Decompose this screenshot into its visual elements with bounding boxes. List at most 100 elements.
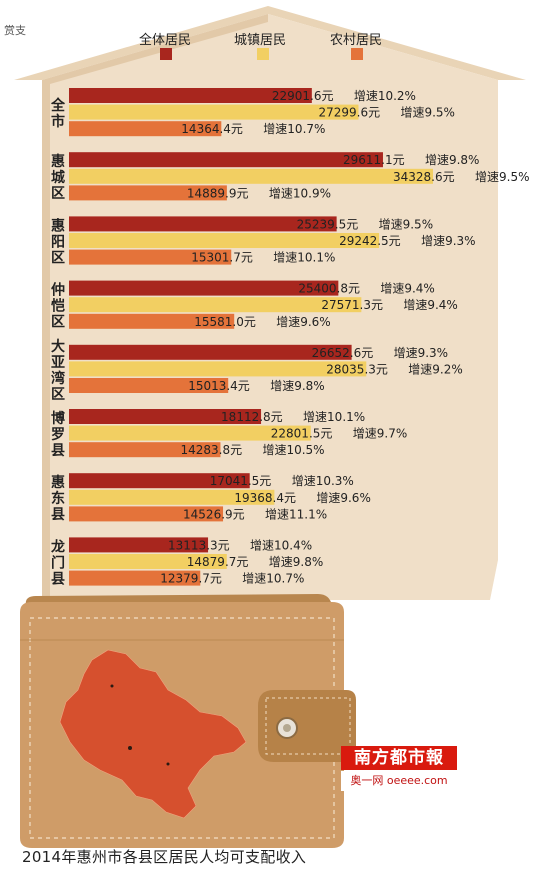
bar <box>69 168 433 184</box>
growth-label: 增速9.3% <box>394 346 449 360</box>
bar-value-label: 22901.6元 <box>272 89 334 103</box>
growth-label: 增速10.9% <box>269 186 331 200</box>
bar <box>69 249 232 265</box>
growth-label: 增速9.8% <box>425 153 480 167</box>
growth-label: 增速10.3% <box>292 474 354 488</box>
region-label-char: 区 <box>51 387 65 403</box>
growth-label: 增速9.5% <box>379 217 434 231</box>
bar <box>69 409 262 424</box>
growth-label: 增速11.1% <box>265 507 327 521</box>
map-dot <box>128 746 132 750</box>
bar-value-label: 14283.8元 <box>180 443 242 457</box>
region-label-char: 县 <box>51 507 65 523</box>
growth-label: 增速10.4% <box>250 538 312 552</box>
region-label-char: 湾 <box>51 370 65 387</box>
growth-label: 增速9.6% <box>316 491 371 505</box>
growth-label: 增速9.4% <box>403 298 458 312</box>
legend-swatch-rural <box>351 48 363 60</box>
bar <box>69 121 222 137</box>
map-dot <box>110 684 114 688</box>
growth-label: 增速9.7% <box>353 427 408 441</box>
bar-value-label: 12379.7元 <box>160 572 222 586</box>
region-label-char: 全 <box>50 97 66 114</box>
caption: 2014年惠州市各县区居民人均可支配收入 <box>22 848 307 866</box>
region-label-char: 仲 <box>51 282 65 299</box>
region-label-char: 县 <box>51 571 65 587</box>
bar <box>69 88 312 103</box>
growth-label: 增速9.2% <box>408 362 463 376</box>
bar-value-label: 15013.4元 <box>188 379 250 393</box>
bar-value-label: 25239.5元 <box>297 217 359 231</box>
growth-label: 增速9.6% <box>276 315 331 329</box>
bar-value-label: 15581.0元 <box>194 315 256 329</box>
bar <box>69 185 227 201</box>
bar <box>69 361 367 377</box>
region-label-char: 市 <box>51 113 65 130</box>
growth-label: 增速9.5% <box>400 106 455 120</box>
bar <box>69 233 380 248</box>
bar-value-label: 14879.7元 <box>187 555 249 569</box>
growth-label: 增速9.4% <box>380 282 435 296</box>
legend: 全体居民 城镇居民 农村居民 <box>139 32 382 60</box>
growth-label: 增速9.8% <box>269 555 324 569</box>
bar-value-label: 15301.7元 <box>191 251 253 265</box>
bar <box>69 216 337 232</box>
bar-value-label: 27299.6元 <box>318 106 380 120</box>
bar <box>69 442 221 458</box>
bar-value-label: 14364.4元 <box>181 122 243 136</box>
region-label-char: 阳 <box>51 234 65 250</box>
region-label-char: 城 <box>51 169 65 186</box>
region-label-char: 亚 <box>51 355 65 371</box>
legend-label: 城镇居民 <box>234 33 286 48</box>
map-dot <box>166 762 170 766</box>
region-label-char: 恺 <box>51 298 65 315</box>
logo-name: 南方都市報 <box>341 746 457 770</box>
legend-swatch-urban <box>257 48 269 60</box>
bar <box>69 570 201 586</box>
legend-label: 农村居民 <box>330 33 382 48</box>
huizhou-map <box>59 649 247 819</box>
bar <box>69 554 227 569</box>
growth-label: 增速10.5% <box>262 443 324 457</box>
growth-label: 增速9.3% <box>421 234 476 248</box>
bar-value-label: 19368.4元 <box>234 491 296 505</box>
region-label-char: 龙 <box>50 538 65 555</box>
bar-value-label: 25400.8元 <box>298 282 360 296</box>
growth-label: 增速9.5% <box>475 170 530 184</box>
bar-value-label: 27571.3元 <box>321 298 383 312</box>
bar <box>69 506 224 522</box>
region-label-char: 东 <box>51 490 65 507</box>
logo-sub: 奥一网 oeeee.com <box>341 771 457 791</box>
bar-value-label: 14526.9元 <box>183 507 245 521</box>
bar-value-label: 22801.5元 <box>271 427 333 441</box>
growth-label: 增速10.2% <box>354 89 416 103</box>
wallet-flap <box>258 690 356 762</box>
bar-value-label: 13113.3元 <box>168 538 230 552</box>
growth-label: 增速10.7% <box>242 572 304 586</box>
bar <box>69 378 229 393</box>
bar <box>69 425 311 441</box>
credit-text: 赏支 <box>4 24 26 37</box>
region-label-char: 大 <box>51 338 65 355</box>
bar <box>69 344 352 360</box>
bar-value-label: 17041.5元 <box>210 474 272 488</box>
bar-value-label: 26652.6元 <box>312 346 374 360</box>
growth-label: 增速10.7% <box>263 122 325 136</box>
region-label-char: 博 <box>51 410 65 427</box>
house-roof <box>14 6 526 80</box>
region-label-char: 罗 <box>51 427 65 443</box>
bar <box>69 104 359 120</box>
newspaper-logo: 南方都市報 奥一网 oeeee.com <box>341 746 457 793</box>
bar <box>69 313 235 329</box>
bar-value-label: 18112.8元 <box>221 410 283 424</box>
region-label-char: 惠 <box>51 474 65 491</box>
bar <box>69 537 209 553</box>
bar <box>69 297 362 313</box>
bar <box>69 473 250 489</box>
growth-label: 增速10.1% <box>273 251 335 265</box>
growth-label: 增速9.8% <box>270 379 325 393</box>
region-label-char: 惠 <box>51 217 65 234</box>
bar-value-label: 29242.5元 <box>339 234 401 248</box>
legend-swatch-total <box>160 48 172 60</box>
